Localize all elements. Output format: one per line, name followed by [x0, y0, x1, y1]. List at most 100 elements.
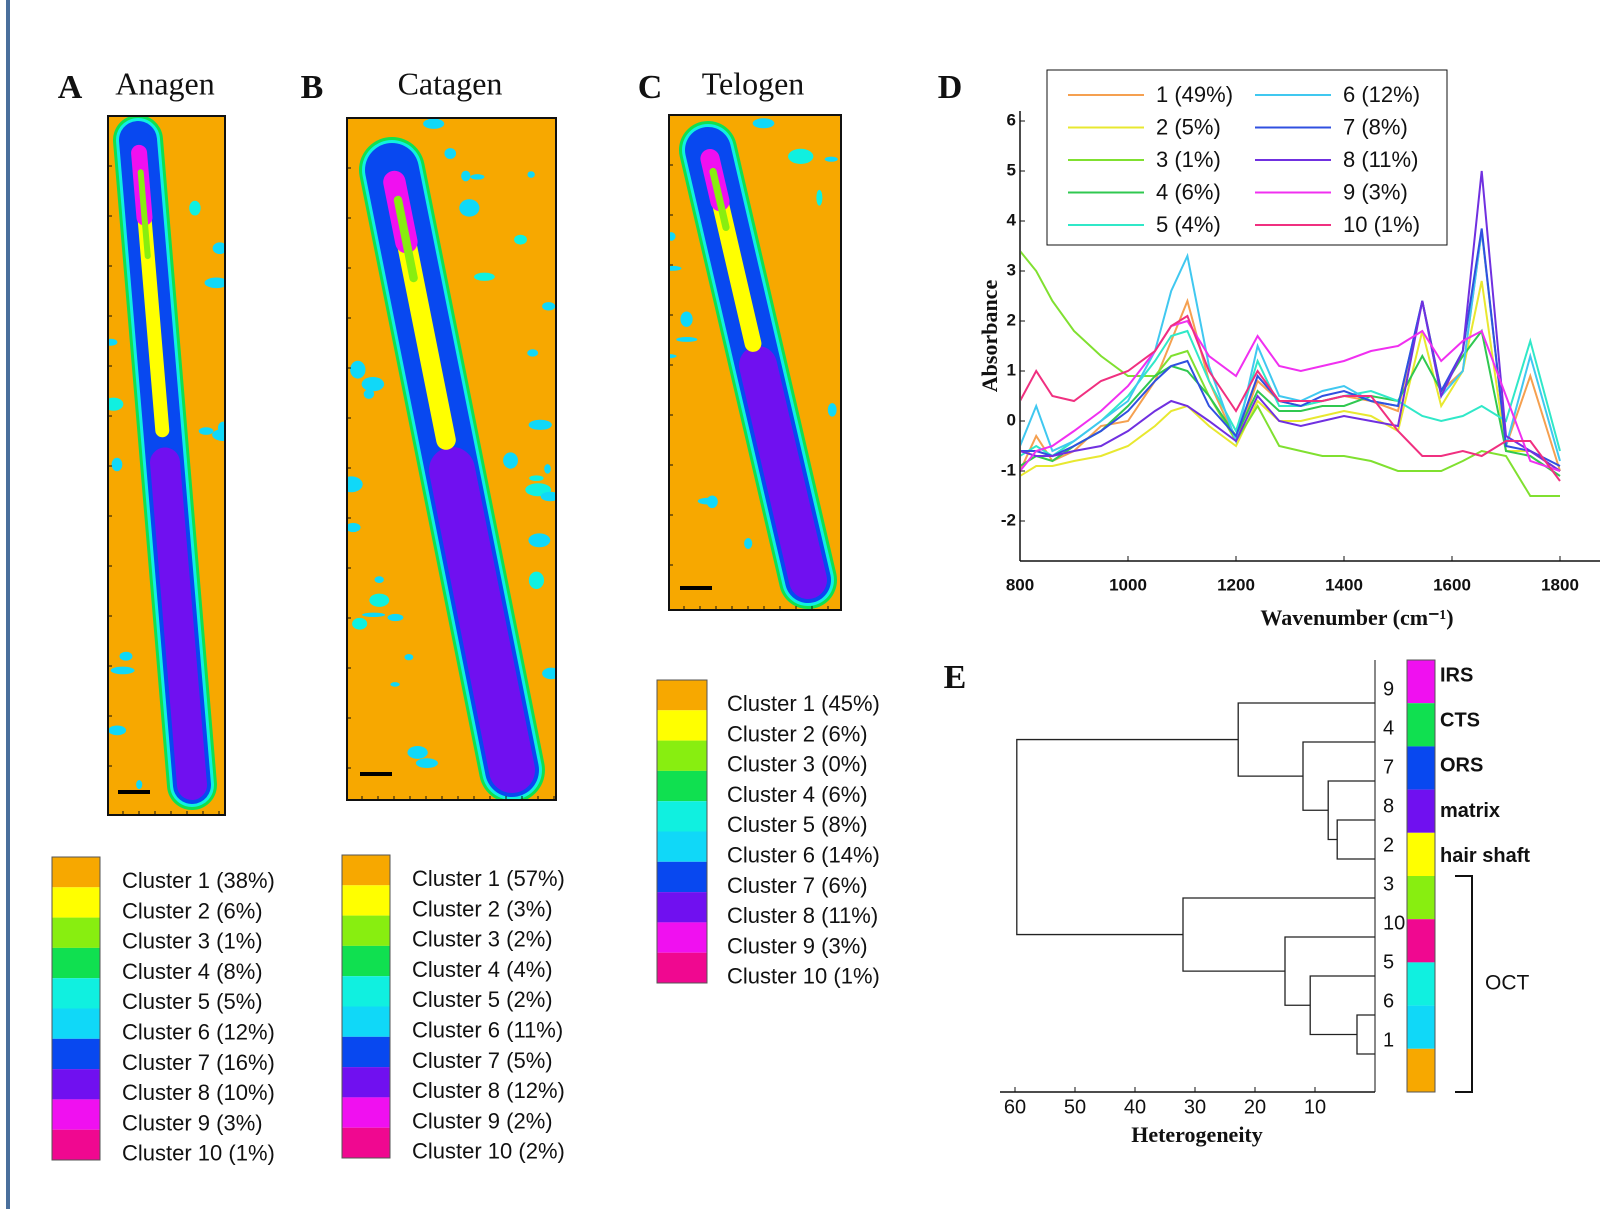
legend-label: Cluster 4 (6%) — [727, 782, 868, 807]
spectrum-line — [1021, 170, 1561, 472]
panel-title: Catagen — [398, 65, 503, 101]
map-patch — [824, 156, 838, 162]
map-patch — [204, 277, 225, 289]
legend-label: Cluster 3 (2%) — [412, 927, 553, 952]
panel-letter: A — [58, 69, 83, 106]
legend-label: 1 (49%) — [1156, 82, 1233, 107]
leaf-color — [1407, 832, 1435, 876]
map-patch — [390, 682, 400, 687]
group-label: matrix — [1440, 800, 1500, 822]
map-patch — [528, 419, 552, 430]
dendrogram-link — [1327, 780, 1375, 841]
map-patch — [110, 666, 135, 675]
map-patch — [529, 475, 544, 482]
leaf-label: 4 — [1383, 717, 1394, 739]
legend-label: Cluster 10 (1%) — [122, 1141, 275, 1166]
x-tick-label: 800 — [1006, 575, 1034, 594]
map-patch — [108, 725, 127, 736]
map-patch — [423, 118, 445, 129]
panel-letter: D — [938, 69, 963, 106]
map-frame — [668, 114, 842, 611]
panel-letter: E — [944, 659, 967, 696]
y-tick-label: 5 — [1007, 160, 1016, 179]
x-tick-label: 1000 — [1109, 575, 1147, 594]
map-patch — [474, 272, 495, 281]
map-patch — [189, 200, 201, 216]
legend-label: Cluster 5 (5%) — [122, 989, 263, 1014]
legend-label: Cluster 6 (14%) — [727, 842, 880, 867]
map-patch — [444, 148, 457, 159]
dendrogram-link — [1237, 702, 1375, 777]
legend-label: Cluster 9 (2%) — [412, 1108, 553, 1133]
legend-frame — [51, 856, 101, 1161]
y-tick-label: 2 — [1007, 310, 1016, 329]
legend-swatch — [657, 740, 707, 771]
spectrum-line — [1021, 230, 1561, 462]
map-patch — [697, 497, 718, 505]
map-patch — [816, 189, 823, 206]
leaf-label: 5 — [1383, 951, 1394, 973]
map-patch — [540, 491, 556, 502]
legend-label: Cluster 7 (6%) — [727, 873, 868, 898]
map-patch — [415, 758, 438, 769]
y-tick-label: 6 — [1007, 110, 1016, 129]
legend-swatch — [52, 917, 100, 948]
legend-label: Cluster 7 (5%) — [412, 1048, 553, 1073]
legend-swatch — [342, 945, 390, 977]
leaf-label: 2 — [1383, 834, 1394, 856]
leaf-label: 9 — [1383, 678, 1394, 700]
map-patch — [827, 403, 837, 417]
leaf-color — [1407, 703, 1435, 747]
legend-swatch — [657, 801, 707, 832]
map-patch — [374, 576, 384, 584]
x-tick-label: 1200 — [1217, 575, 1255, 594]
legend-label: Cluster 10 (1%) — [727, 964, 880, 989]
map-patch — [788, 148, 814, 164]
group-label: CTS — [1440, 709, 1480, 731]
group-label: OCT — [1485, 972, 1530, 995]
map-patch — [369, 593, 390, 607]
page-border — [6, 0, 10, 1209]
map-patch — [752, 118, 775, 129]
y-tick-label: 1 — [1007, 360, 1016, 379]
map-patch — [347, 522, 361, 533]
legend-swatch — [52, 1069, 100, 1100]
legend-label: Cluster 5 (8%) — [727, 812, 868, 837]
follicle-cts — [137, 169, 151, 260]
map-patch — [362, 612, 386, 618]
legend-label: Cluster 3 (0%) — [727, 752, 868, 777]
legend-swatch — [657, 680, 707, 711]
map-patch — [680, 311, 693, 327]
map-patch — [503, 452, 518, 469]
map-patch — [542, 667, 556, 680]
legend-label: Cluster 7 (16%) — [122, 1050, 275, 1075]
legend-swatch — [52, 857, 100, 888]
x-tick-label: 60 — [1004, 1096, 1026, 1118]
follicle-matrix — [739, 346, 827, 599]
map-patch — [212, 242, 225, 255]
dendrogram-link — [1356, 1014, 1375, 1055]
legend-swatch — [342, 1067, 390, 1098]
panel-title: Anagen — [115, 65, 215, 101]
leaf-color — [1407, 1048, 1435, 1092]
panel-title: Telogen — [702, 65, 805, 101]
legend-swatch — [52, 1038, 100, 1070]
legend-label: 8 (11%) — [1343, 147, 1418, 172]
legend-swatch — [342, 1097, 390, 1128]
legend-label: Cluster 5 (2%) — [412, 987, 553, 1012]
spectrum-line — [1021, 329, 1561, 458]
legend-label: Cluster 1 (38%) — [122, 868, 275, 893]
legend-swatch — [657, 710, 707, 741]
leaf-color — [1407, 746, 1435, 790]
map-patch — [363, 389, 375, 399]
leaf-label: 10 — [1383, 912, 1405, 934]
legend-label: Cluster 3 (1%) — [122, 929, 263, 954]
cluster-map — [108, 116, 225, 815]
map-patch — [352, 617, 368, 630]
leaf-color — [1407, 660, 1435, 704]
legend-label: 7 (8%) — [1343, 114, 1408, 139]
spectrum-line — [1021, 319, 1561, 472]
map-patch — [669, 232, 676, 241]
